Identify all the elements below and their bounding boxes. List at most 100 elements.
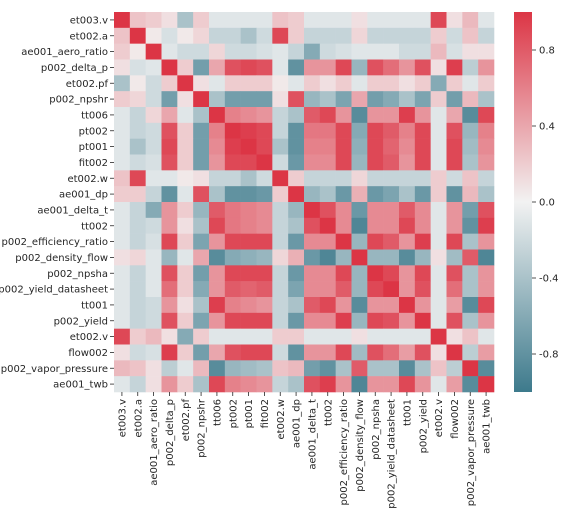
heatmap-cell: [367, 27, 384, 44]
heatmap-cell: [399, 107, 416, 124]
x-tick-label: p002_delta_p: [165, 399, 176, 466]
heatmap-cell: [209, 154, 226, 171]
heatmap-cell: [367, 91, 384, 108]
heatmap-cell: [414, 12, 431, 29]
heatmap-cell: [272, 170, 289, 187]
heatmap-cell: [304, 265, 321, 282]
heatmap-cell: [240, 75, 257, 92]
heatmap-cell: [272, 154, 289, 171]
heatmap-cell: [240, 249, 257, 266]
heatmap-cell: [161, 360, 178, 377]
heatmap-cell: [319, 170, 336, 187]
heatmap-cell: [367, 376, 384, 393]
heatmap-cell: [256, 75, 273, 92]
heatmap-cell: [367, 328, 384, 345]
heatmap-cell: [209, 233, 226, 250]
heatmap-cell: [383, 170, 400, 187]
heatmap-cell: [256, 170, 273, 187]
heatmap-cell: [351, 186, 368, 203]
heatmap-cell: [272, 265, 289, 282]
heatmap-cell: [414, 217, 431, 234]
heatmap-cell: [351, 312, 368, 329]
heatmap-cell: [272, 344, 289, 361]
heatmap-cell: [446, 344, 463, 361]
heatmap-cell: [367, 122, 384, 139]
heatmap-cell: [224, 75, 241, 92]
x-tick-label: et002.w: [276, 399, 287, 440]
heatmap-cell: [240, 281, 257, 298]
heatmap-cell: [335, 297, 352, 314]
heatmap-cell: [209, 202, 226, 219]
heatmap-cell: [367, 249, 384, 266]
heatmap-cell: [129, 233, 146, 250]
heatmap-cell: [351, 59, 368, 76]
heatmap-cell: [256, 281, 273, 298]
heatmap-cell: [193, 122, 210, 139]
heatmap-cell: [446, 249, 463, 266]
heatmap-cell: [319, 328, 336, 345]
heatmap-cell: [114, 91, 131, 108]
heatmap-cell: [240, 170, 257, 187]
heatmap-cell: [240, 344, 257, 361]
heatmap-cell: [161, 297, 178, 314]
heatmap-cell: [430, 344, 447, 361]
heatmap-cell: [367, 217, 384, 234]
heatmap-cell: [446, 328, 463, 345]
heatmap-cell: [335, 91, 352, 108]
heatmap-cell: [256, 202, 273, 219]
heatmap-cell: [209, 265, 226, 282]
heatmap-cell: [240, 138, 257, 155]
heatmap-cell: [193, 12, 210, 29]
heatmap-cell: [288, 297, 305, 314]
heatmap-cell: [177, 297, 194, 314]
heatmap-cell: [193, 27, 210, 44]
heatmap-cell: [335, 202, 352, 219]
heatmap-cell: [399, 360, 416, 377]
heatmap-cell: [272, 91, 289, 108]
heatmap-cell: [129, 27, 146, 44]
heatmap-cell: [272, 202, 289, 219]
heatmap-cell: [224, 312, 241, 329]
heatmap-cell: [209, 75, 226, 92]
heatmap-cell: [304, 281, 321, 298]
heatmap-cell: [335, 328, 352, 345]
heatmap-cell: [114, 360, 131, 377]
heatmap-cell: [367, 107, 384, 124]
heatmap-cell: [177, 27, 194, 44]
heatmap-cell: [193, 281, 210, 298]
heatmap-cell: [272, 297, 289, 314]
heatmap-cell: [351, 107, 368, 124]
heatmap-cell: [335, 249, 352, 266]
heatmap-cell: [351, 91, 368, 108]
heatmap-cell: [288, 43, 305, 60]
heatmap-cell: [209, 107, 226, 124]
heatmap-cell: [114, 122, 131, 139]
heatmap-cell: [446, 360, 463, 377]
heatmap-cell: [177, 249, 194, 266]
y-tick-label: fit002: [79, 158, 108, 169]
heatmap-cell: [351, 344, 368, 361]
heatmap-cell: [193, 360, 210, 377]
heatmap-cell: [256, 344, 273, 361]
heatmap-cell: [224, 43, 241, 60]
heatmap-cell: [256, 360, 273, 377]
heatmap-cell: [209, 376, 226, 393]
heatmap-cell: [304, 27, 321, 44]
heatmap-cell: [177, 12, 194, 29]
heatmap-cell: [399, 154, 416, 171]
heatmap-cell: [335, 154, 352, 171]
heatmap-cell: [145, 297, 162, 314]
heatmap-cell: [414, 154, 431, 171]
heatmap-cell: [446, 265, 463, 282]
heatmap-cell: [367, 233, 384, 250]
heatmap-cell: [256, 376, 273, 393]
heatmap-cell: [129, 170, 146, 187]
heatmap-cell: [256, 312, 273, 329]
heatmap-cell: [256, 154, 273, 171]
heatmap-cell: [288, 59, 305, 76]
heatmap-cell: [430, 43, 447, 60]
heatmap-cell: [161, 59, 178, 76]
heatmap-cell: [177, 344, 194, 361]
heatmap-cell: [335, 43, 352, 60]
heatmap-cell: [145, 122, 162, 139]
